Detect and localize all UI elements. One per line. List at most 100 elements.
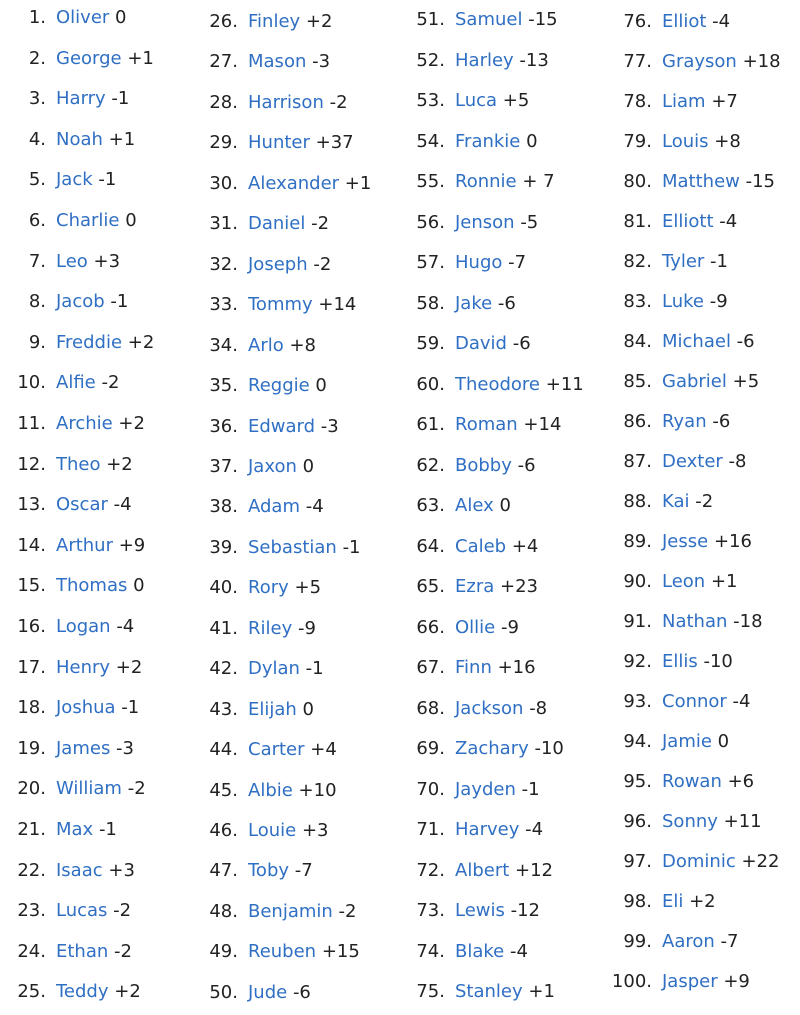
name-link[interactable]: Teddy +2: [56, 981, 141, 1003]
name-link[interactable]: Ronnie + 7: [455, 171, 555, 192]
name-link[interactable]: Michael -6: [662, 331, 755, 352]
name-link[interactable]: Roman +14: [455, 414, 562, 435]
name-link[interactable]: Elliot -4: [662, 11, 731, 32]
name-link[interactable]: Joseph -2: [248, 253, 332, 275]
name-link[interactable]: Grayson +18: [662, 51, 781, 72]
name-link[interactable]: Leo +3: [56, 250, 121, 272]
name-link[interactable]: Logan -4: [56, 616, 135, 637]
name-link[interactable]: Elijah 0: [248, 698, 315, 720]
name-link[interactable]: Harvey -4: [455, 819, 544, 840]
name-link[interactable]: Carter +4: [248, 739, 337, 761]
name-link[interactable]: Dexter -8: [662, 451, 747, 472]
name-link[interactable]: Jesse +16: [662, 531, 752, 552]
name-link[interactable]: Dylan -1: [248, 658, 324, 680]
name-link[interactable]: Ethan -2: [56, 940, 132, 962]
name-link[interactable]: Henry +2: [56, 656, 143, 678]
name-link[interactable]: Charlie 0: [56, 210, 137, 231]
name-link[interactable]: William -2: [56, 778, 146, 800]
name-link[interactable]: Oscar -4: [56, 494, 132, 516]
name-link[interactable]: Edward -3: [248, 415, 339, 437]
name-link[interactable]: Ollie -9: [455, 616, 519, 638]
name-link[interactable]: Louie +3: [248, 820, 329, 841]
name-link[interactable]: Joshua -1: [56, 697, 140, 719]
name-link[interactable]: Thomas 0: [56, 575, 145, 597]
name-link[interactable]: Jenson -5: [455, 211, 539, 233]
name-link[interactable]: Benjamin -2: [248, 900, 357, 922]
name-link[interactable]: Noah +1: [56, 128, 136, 150]
name-link[interactable]: Connor -4: [662, 691, 751, 712]
name-link[interactable]: Jacob -1: [56, 291, 129, 313]
name-link[interactable]: Gabriel +5: [662, 371, 760, 392]
name-link[interactable]: Dominic +22: [662, 851, 780, 872]
name-link[interactable]: Max -1: [56, 819, 117, 840]
name-link[interactable]: Alfie -2: [56, 372, 120, 394]
name-link[interactable]: Theodore +11: [455, 373, 584, 395]
name-link[interactable]: Kai -2: [662, 491, 714, 512]
name-link[interactable]: Lucas -2: [56, 900, 132, 922]
name-link[interactable]: Leon +1: [662, 571, 738, 592]
name-link[interactable]: Freddie +2: [56, 331, 155, 353]
name-link[interactable]: Hugo -7: [455, 252, 527, 273]
name-link[interactable]: Sonny +11: [662, 811, 762, 832]
name-link[interactable]: Jamie 0: [662, 731, 730, 752]
name-link[interactable]: Daniel -2: [248, 213, 330, 235]
name-link[interactable]: Jayden -1: [455, 778, 540, 800]
name-link[interactable]: Alexander +1: [248, 172, 372, 194]
name-link[interactable]: Bobby -6: [455, 454, 536, 476]
name-link[interactable]: Ryan -6: [662, 411, 731, 432]
name-link[interactable]: David -6: [455, 333, 531, 354]
name-link[interactable]: Oliver 0: [56, 7, 127, 28]
name-link[interactable]: Louis +8: [662, 131, 741, 152]
name-link[interactable]: Reggie 0: [248, 375, 327, 397]
name-link[interactable]: Blake -4: [455, 940, 528, 962]
name-link[interactable]: Luke -9: [662, 291, 728, 312]
name-link[interactable]: Elliott -4: [662, 211, 738, 232]
name-link[interactable]: Rory +5: [248, 577, 322, 599]
name-link[interactable]: Liam +7: [662, 91, 738, 112]
name-link[interactable]: Finn +16: [455, 657, 536, 678]
name-link[interactable]: Ezra +23: [455, 576, 538, 597]
name-link[interactable]: Jasper +9: [662, 971, 750, 992]
name-link[interactable]: George +1: [56, 47, 154, 69]
name-link[interactable]: Frankie 0: [455, 130, 538, 152]
name-link[interactable]: Arlo +8: [248, 334, 316, 356]
name-link[interactable]: Archie +2: [56, 413, 145, 434]
name-link[interactable]: Albie +10: [248, 779, 337, 801]
name-link[interactable]: Harry -1: [56, 88, 130, 110]
name-link[interactable]: Reuben +15: [248, 941, 360, 963]
name-link[interactable]: Samuel -15: [455, 9, 558, 30]
name-link[interactable]: Nathan -18: [662, 611, 763, 632]
name-link[interactable]: Harley -13: [455, 49, 549, 71]
name-link[interactable]: Jaxon 0: [248, 455, 315, 477]
name-link[interactable]: Ellis -10: [662, 651, 733, 672]
name-link[interactable]: Theo +2: [56, 453, 133, 475]
name-link[interactable]: Eli +2: [662, 891, 716, 912]
name-link[interactable]: Jackson -8: [455, 697, 548, 719]
name-link[interactable]: Lewis -12: [455, 900, 541, 921]
name-link[interactable]: Hunter +37: [248, 132, 354, 154]
name-link[interactable]: Caleb +4: [455, 535, 539, 557]
name-link[interactable]: Jack -1: [56, 169, 117, 191]
name-link[interactable]: Albert +12: [455, 859, 553, 881]
name-link[interactable]: Alex 0: [455, 495, 511, 516]
name-link[interactable]: Toby -7: [248, 860, 313, 882]
name-link[interactable]: Finley +2: [248, 11, 333, 32]
name-link[interactable]: Tommy +14: [248, 294, 357, 316]
name-link[interactable]: Arthur +9: [56, 534, 146, 556]
name-link[interactable]: Luca +5: [455, 90, 530, 111]
name-link[interactable]: Rowan +6: [662, 771, 755, 792]
name-link[interactable]: Stanley +1: [455, 981, 555, 1002]
name-link[interactable]: Riley -9: [248, 617, 316, 639]
name-link[interactable]: Jake -6: [455, 292, 516, 314]
name-link[interactable]: Matthew -15: [662, 171, 776, 192]
name-link[interactable]: Adam -4: [248, 496, 324, 518]
name-link[interactable]: Tyler -1: [662, 251, 728, 272]
name-link[interactable]: Isaac +3: [56, 859, 135, 881]
name-link[interactable]: Zachary -10: [455, 738, 564, 759]
name-link[interactable]: Harrison -2: [248, 91, 348, 113]
name-link[interactable]: Sebastian -1: [248, 536, 361, 558]
name-link[interactable]: Jude -6: [248, 981, 311, 1003]
name-link[interactable]: James -3: [56, 737, 134, 759]
name-link[interactable]: Mason -3: [248, 51, 331, 73]
name-link[interactable]: Aaron -7: [662, 931, 739, 952]
